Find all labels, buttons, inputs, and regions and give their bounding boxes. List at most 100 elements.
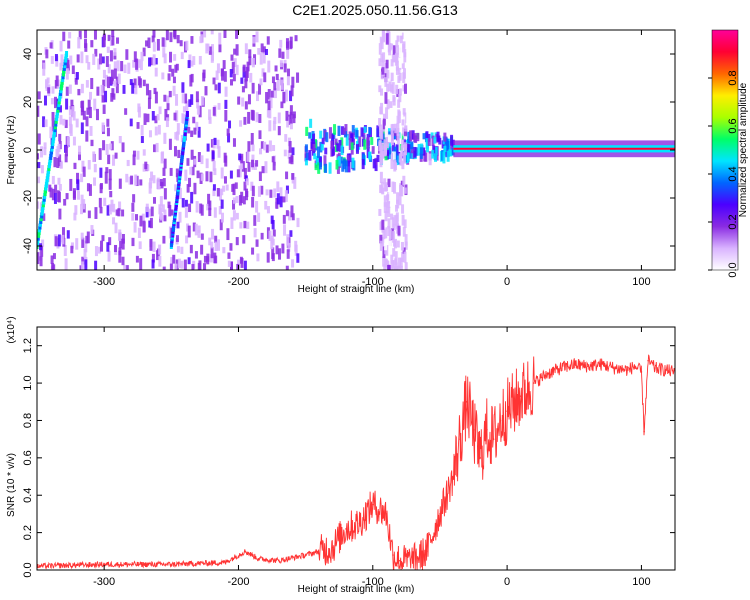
heatmap-cell [382,52,386,63]
heatmap-cell [381,67,385,75]
heatmap-cell [81,100,85,112]
heatmap-cell [39,256,43,267]
snr-data-point [398,559,401,562]
heatmap-cell [446,150,450,162]
heatmap-cell [73,162,77,170]
heatmap-cell [133,78,137,88]
heatmap-cell [186,158,190,166]
heatmap-cell [251,247,255,255]
heatmap-cell [131,202,135,212]
spectrogram-y-tick-label: 20 [22,96,34,108]
heatmap-cell [206,203,210,211]
heatmap-cell [141,213,145,225]
heatmap-cell [148,220,152,228]
heatmap-cell [398,45,402,58]
heatmap-cell [286,116,290,128]
snr-data-point [345,528,347,530]
heatmap-cell [268,120,272,132]
heatmap-cell [230,79,234,86]
heatmap-cell [378,85,382,93]
heatmap-cell [169,32,173,43]
heatmap-cell [50,98,54,105]
heatmap-cell [115,209,119,216]
heatmap-cell [313,153,317,160]
heatmap-feature [453,140,675,158]
heatmap-cell [150,171,154,181]
heatmap-cell [248,49,252,58]
heatmap-cell [387,218,391,229]
heatmap-cell [96,86,100,96]
snr-x-tick-label: -100 [362,576,384,588]
heatmap-cell [378,43,382,55]
heatmap-cell [148,182,152,194]
heatmap-cell [99,206,103,214]
heatmap-cell [384,211,388,222]
heatmap-cell [267,100,271,111]
heatmap-cell [208,116,212,124]
heatmap-cell [174,263,178,270]
heatmap-cell [239,222,243,229]
heatmap-cell [387,264,391,270]
heatmap-cell [388,49,392,56]
heatmap-cell [118,178,122,189]
heatmap-cell [386,149,390,156]
heatmap-cell [424,152,428,162]
heatmap-cell [51,263,55,270]
heatmap-cell [395,84,399,95]
heatmap-cell [181,82,185,93]
heatmap-cell [222,185,226,192]
heatmap-cell [246,150,250,162]
heatmap-cell [231,61,235,74]
spectrogram-y-tick-label: -20 [22,190,34,206]
heatmap-cell [344,160,348,173]
heatmap-cell [400,180,404,188]
heatmap-cell [235,237,239,246]
heatmap-cell [84,30,88,39]
heatmap-cell [279,60,283,68]
heatmap-cell [180,51,184,60]
heatmap-cell [308,132,312,139]
heatmap-cell [131,213,135,221]
heatmap-cell [168,138,172,150]
heatmap-cell [194,251,198,259]
heatmap-cell [209,171,213,183]
snr-y-tick-label: 1.2 [22,338,34,353]
heatmap-cell [243,116,247,125]
heatmap-cell [77,151,81,161]
heatmap-cell [331,133,335,145]
heatmap-cell [105,56,109,67]
heatmap-cell [176,173,180,182]
heatmap-cell [93,30,97,40]
heatmap-feature [378,30,408,270]
heatmap-cell [75,238,79,250]
heatmap-cell [402,41,406,49]
heatmap-cell [89,126,93,136]
heatmap-cell [280,101,284,109]
heatmap-cell [98,197,102,208]
heatmap-cell [51,120,55,132]
heatmap-cell [107,76,111,89]
heatmap-cell [57,191,61,203]
heatmap-cell [156,250,160,261]
snr-data-point [277,559,280,562]
heatmap-cell [180,246,184,254]
heatmap-cell [383,178,387,185]
heatmap-cell [390,59,394,67]
heatmap-cell [189,244,193,254]
heatmap-cell [200,204,204,216]
heatmap-cell [383,195,387,207]
heatmap-cell [136,150,140,160]
heatmap-cell [116,37,120,44]
heatmap-cell [166,103,170,111]
heatmap-cell [321,137,325,145]
heatmap-cell [260,141,264,149]
colorbar: 0.0 0.2 0.4 0.6 0.8 Normalized spectral ampl… [708,29,749,278]
heatmap-cell [169,51,173,63]
heatmap-cell [387,178,391,188]
heatmap-cell [259,148,263,155]
heatmap-cell [154,126,158,136]
heatmap-cell [146,113,150,123]
heatmap-cell [102,104,106,114]
heatmap-cell [170,257,174,269]
